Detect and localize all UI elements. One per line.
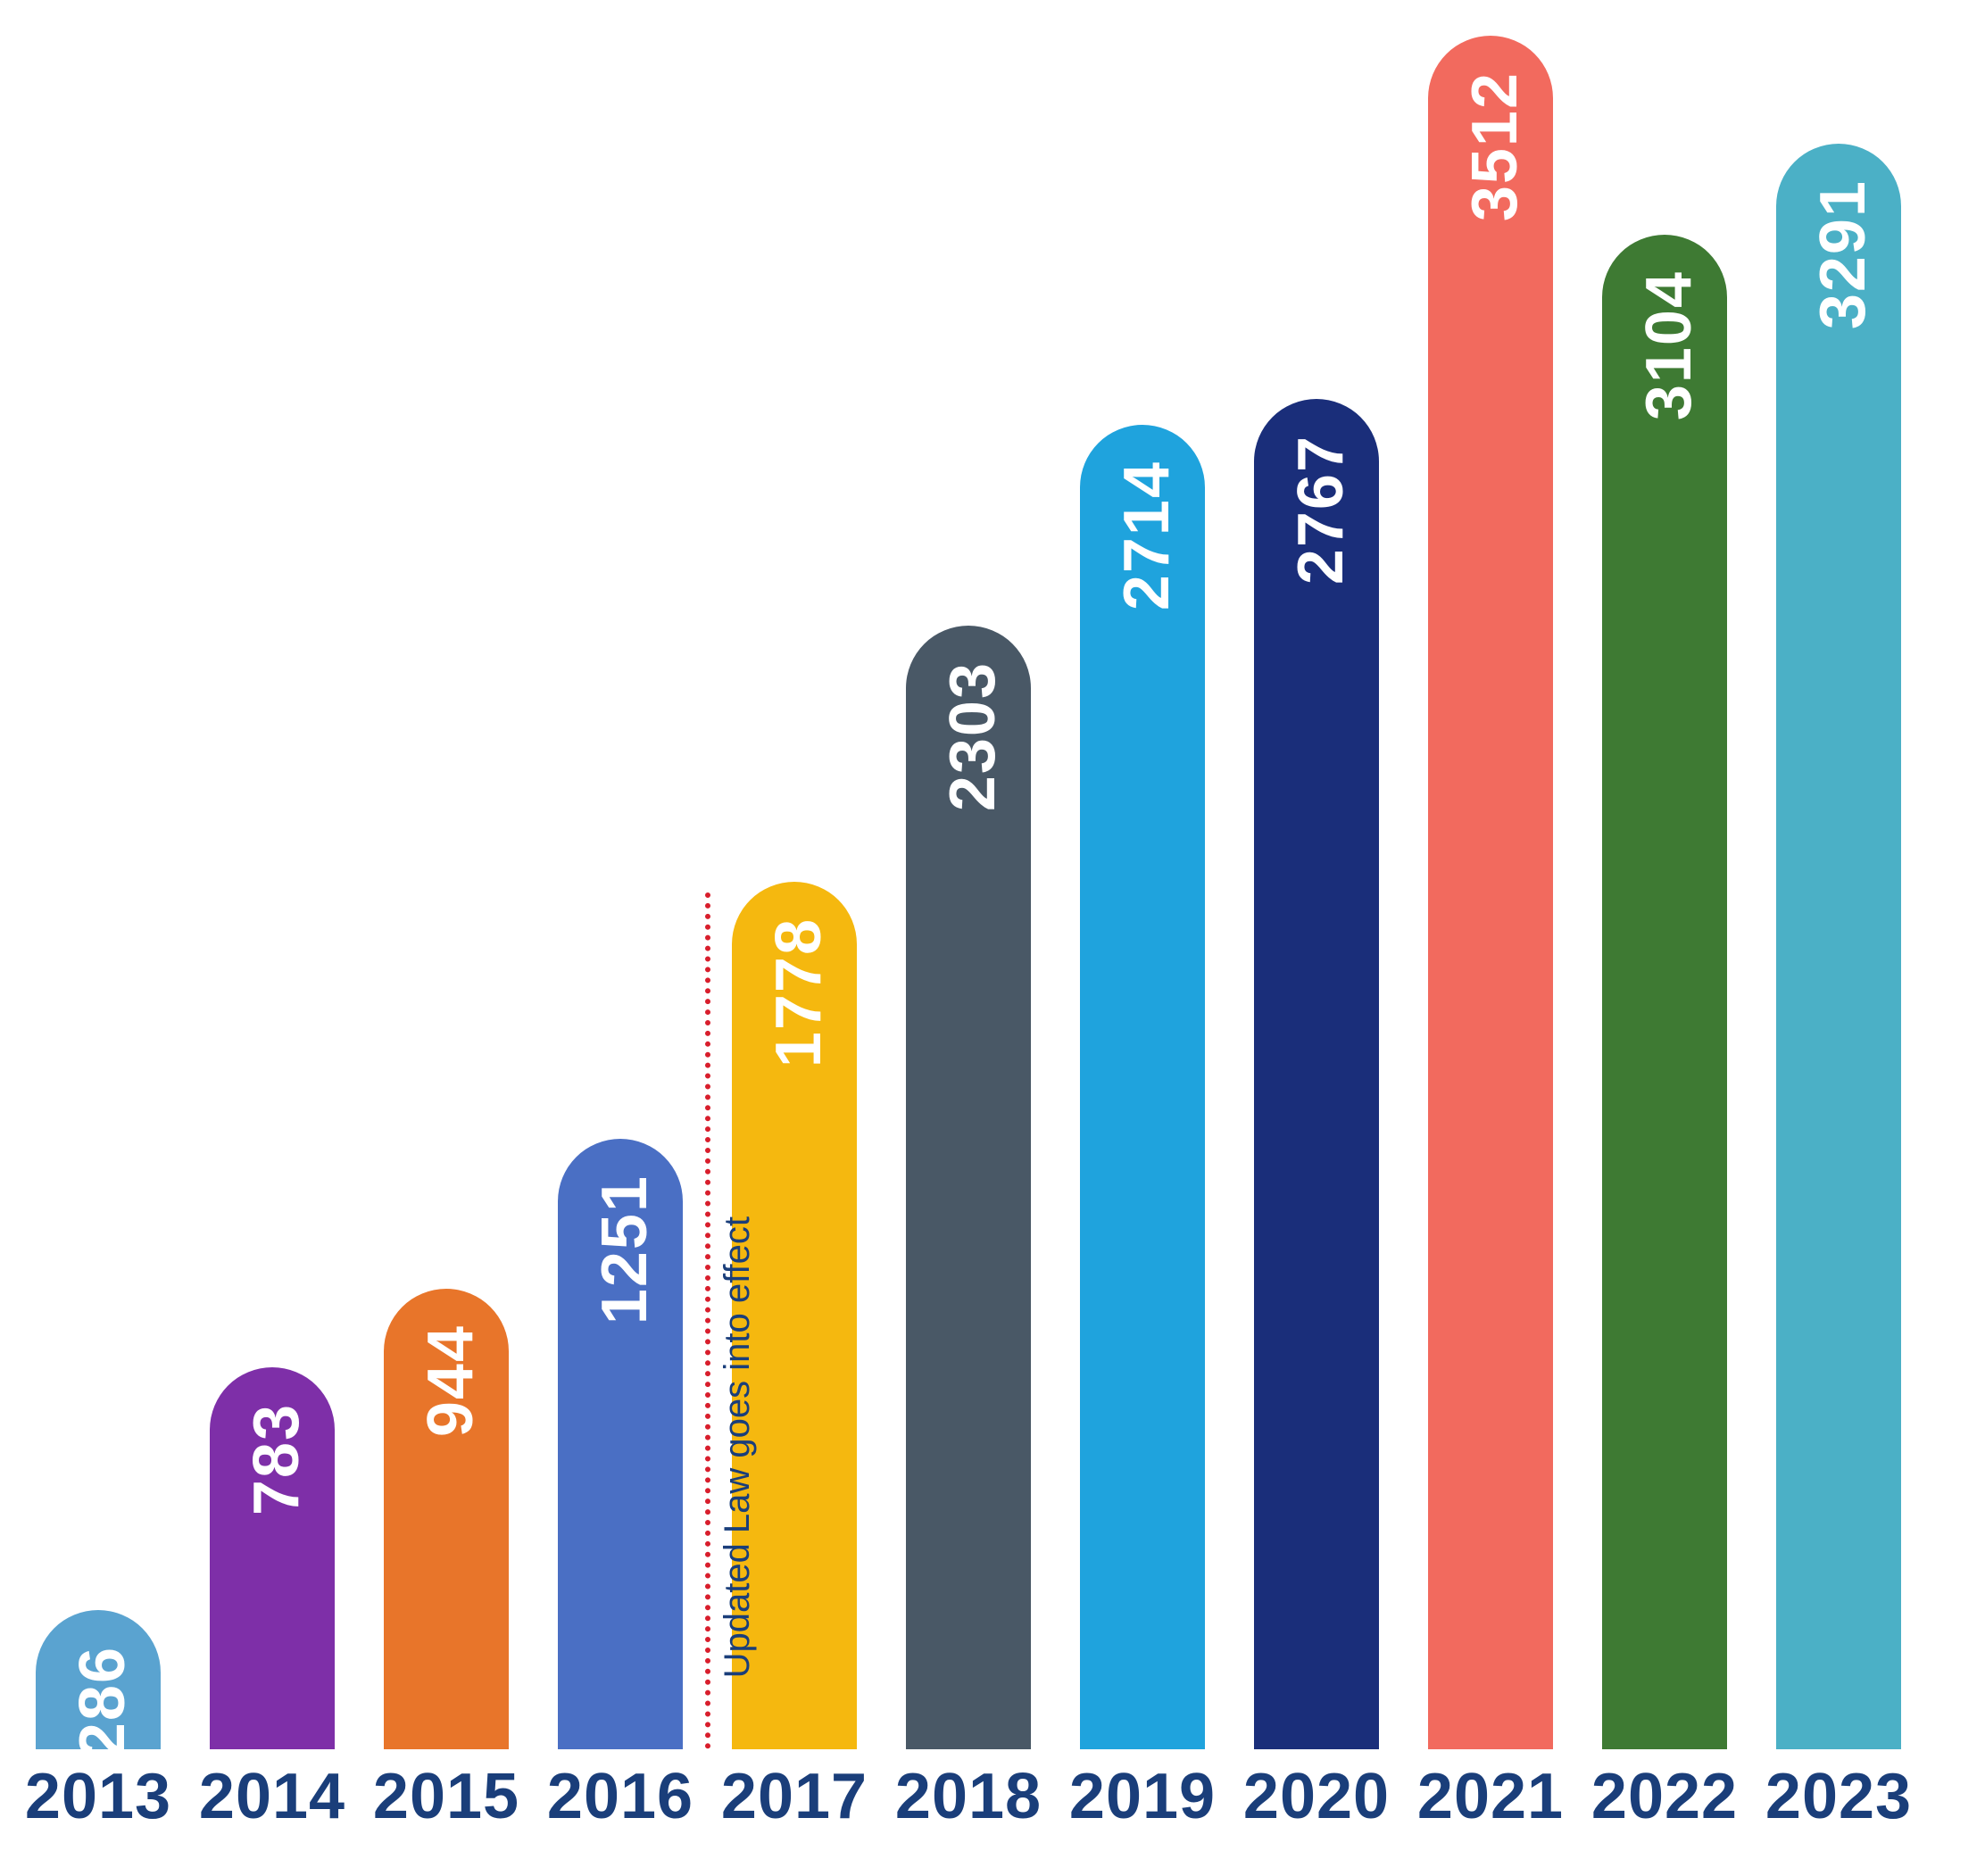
bar-value-label: 2714 (1110, 461, 1184, 610)
bar-value-label: 783 (240, 1403, 313, 1515)
x-label-2016: 2016 (540, 1760, 701, 1833)
x-label-2019: 2019 (1062, 1760, 1223, 1833)
x-label-2015: 2015 (366, 1760, 527, 1833)
bar-2021: 3512 (1428, 36, 1553, 1749)
bar-value-label: 3512 (1458, 71, 1532, 221)
bar-value-label: 944 (414, 1324, 487, 1437)
x-label-2022: 2022 (1584, 1760, 1745, 1833)
annotation-text: Updated Law goes into effect (718, 1216, 758, 1678)
bar-chart-container: 286 783 944 1251 1778 2303 2714 2767 3512 3104 329… (36, 36, 1949, 1840)
bar-2016: 1251 (558, 1139, 683, 1749)
bars-area: 286 783 944 1251 1778 2303 2714 2767 3512 3104 329… (36, 36, 1949, 1749)
bar-2015: 944 (384, 1289, 509, 1749)
bar-2018: 2303 (906, 626, 1031, 1749)
x-label-2013: 2013 (18, 1760, 179, 1833)
bar-value-label: 2767 (1284, 435, 1358, 585)
annotation-line (705, 892, 710, 1749)
x-label-2020: 2020 (1236, 1760, 1397, 1833)
bar-2019: 2714 (1080, 425, 1205, 1749)
x-label-2018: 2018 (888, 1760, 1049, 1833)
x-axis-labels: 2013201420152016201720182019202020212022… (36, 1760, 1949, 1851)
bar-value-label: 2303 (936, 661, 1009, 811)
bar-value-label: 1251 (588, 1175, 661, 1324)
bar-2020: 2767 (1254, 399, 1379, 1749)
bar-value-label: 286 (66, 1646, 139, 1758)
bar-value-label: 3104 (1632, 270, 1706, 420)
bar-value-label: 3291 (1806, 179, 1880, 329)
x-label-2023: 2023 (1758, 1760, 1919, 1833)
bar-2014: 783 (210, 1367, 335, 1749)
x-label-2021: 2021 (1410, 1760, 1571, 1833)
bar-2013: 286 (36, 1610, 161, 1749)
bar-2022: 3104 (1602, 235, 1727, 1749)
x-label-2017: 2017 (714, 1760, 875, 1833)
x-label-2014: 2014 (192, 1760, 353, 1833)
bar-value-label: 1778 (762, 917, 835, 1067)
bar-2023: 3291 (1776, 144, 1901, 1749)
